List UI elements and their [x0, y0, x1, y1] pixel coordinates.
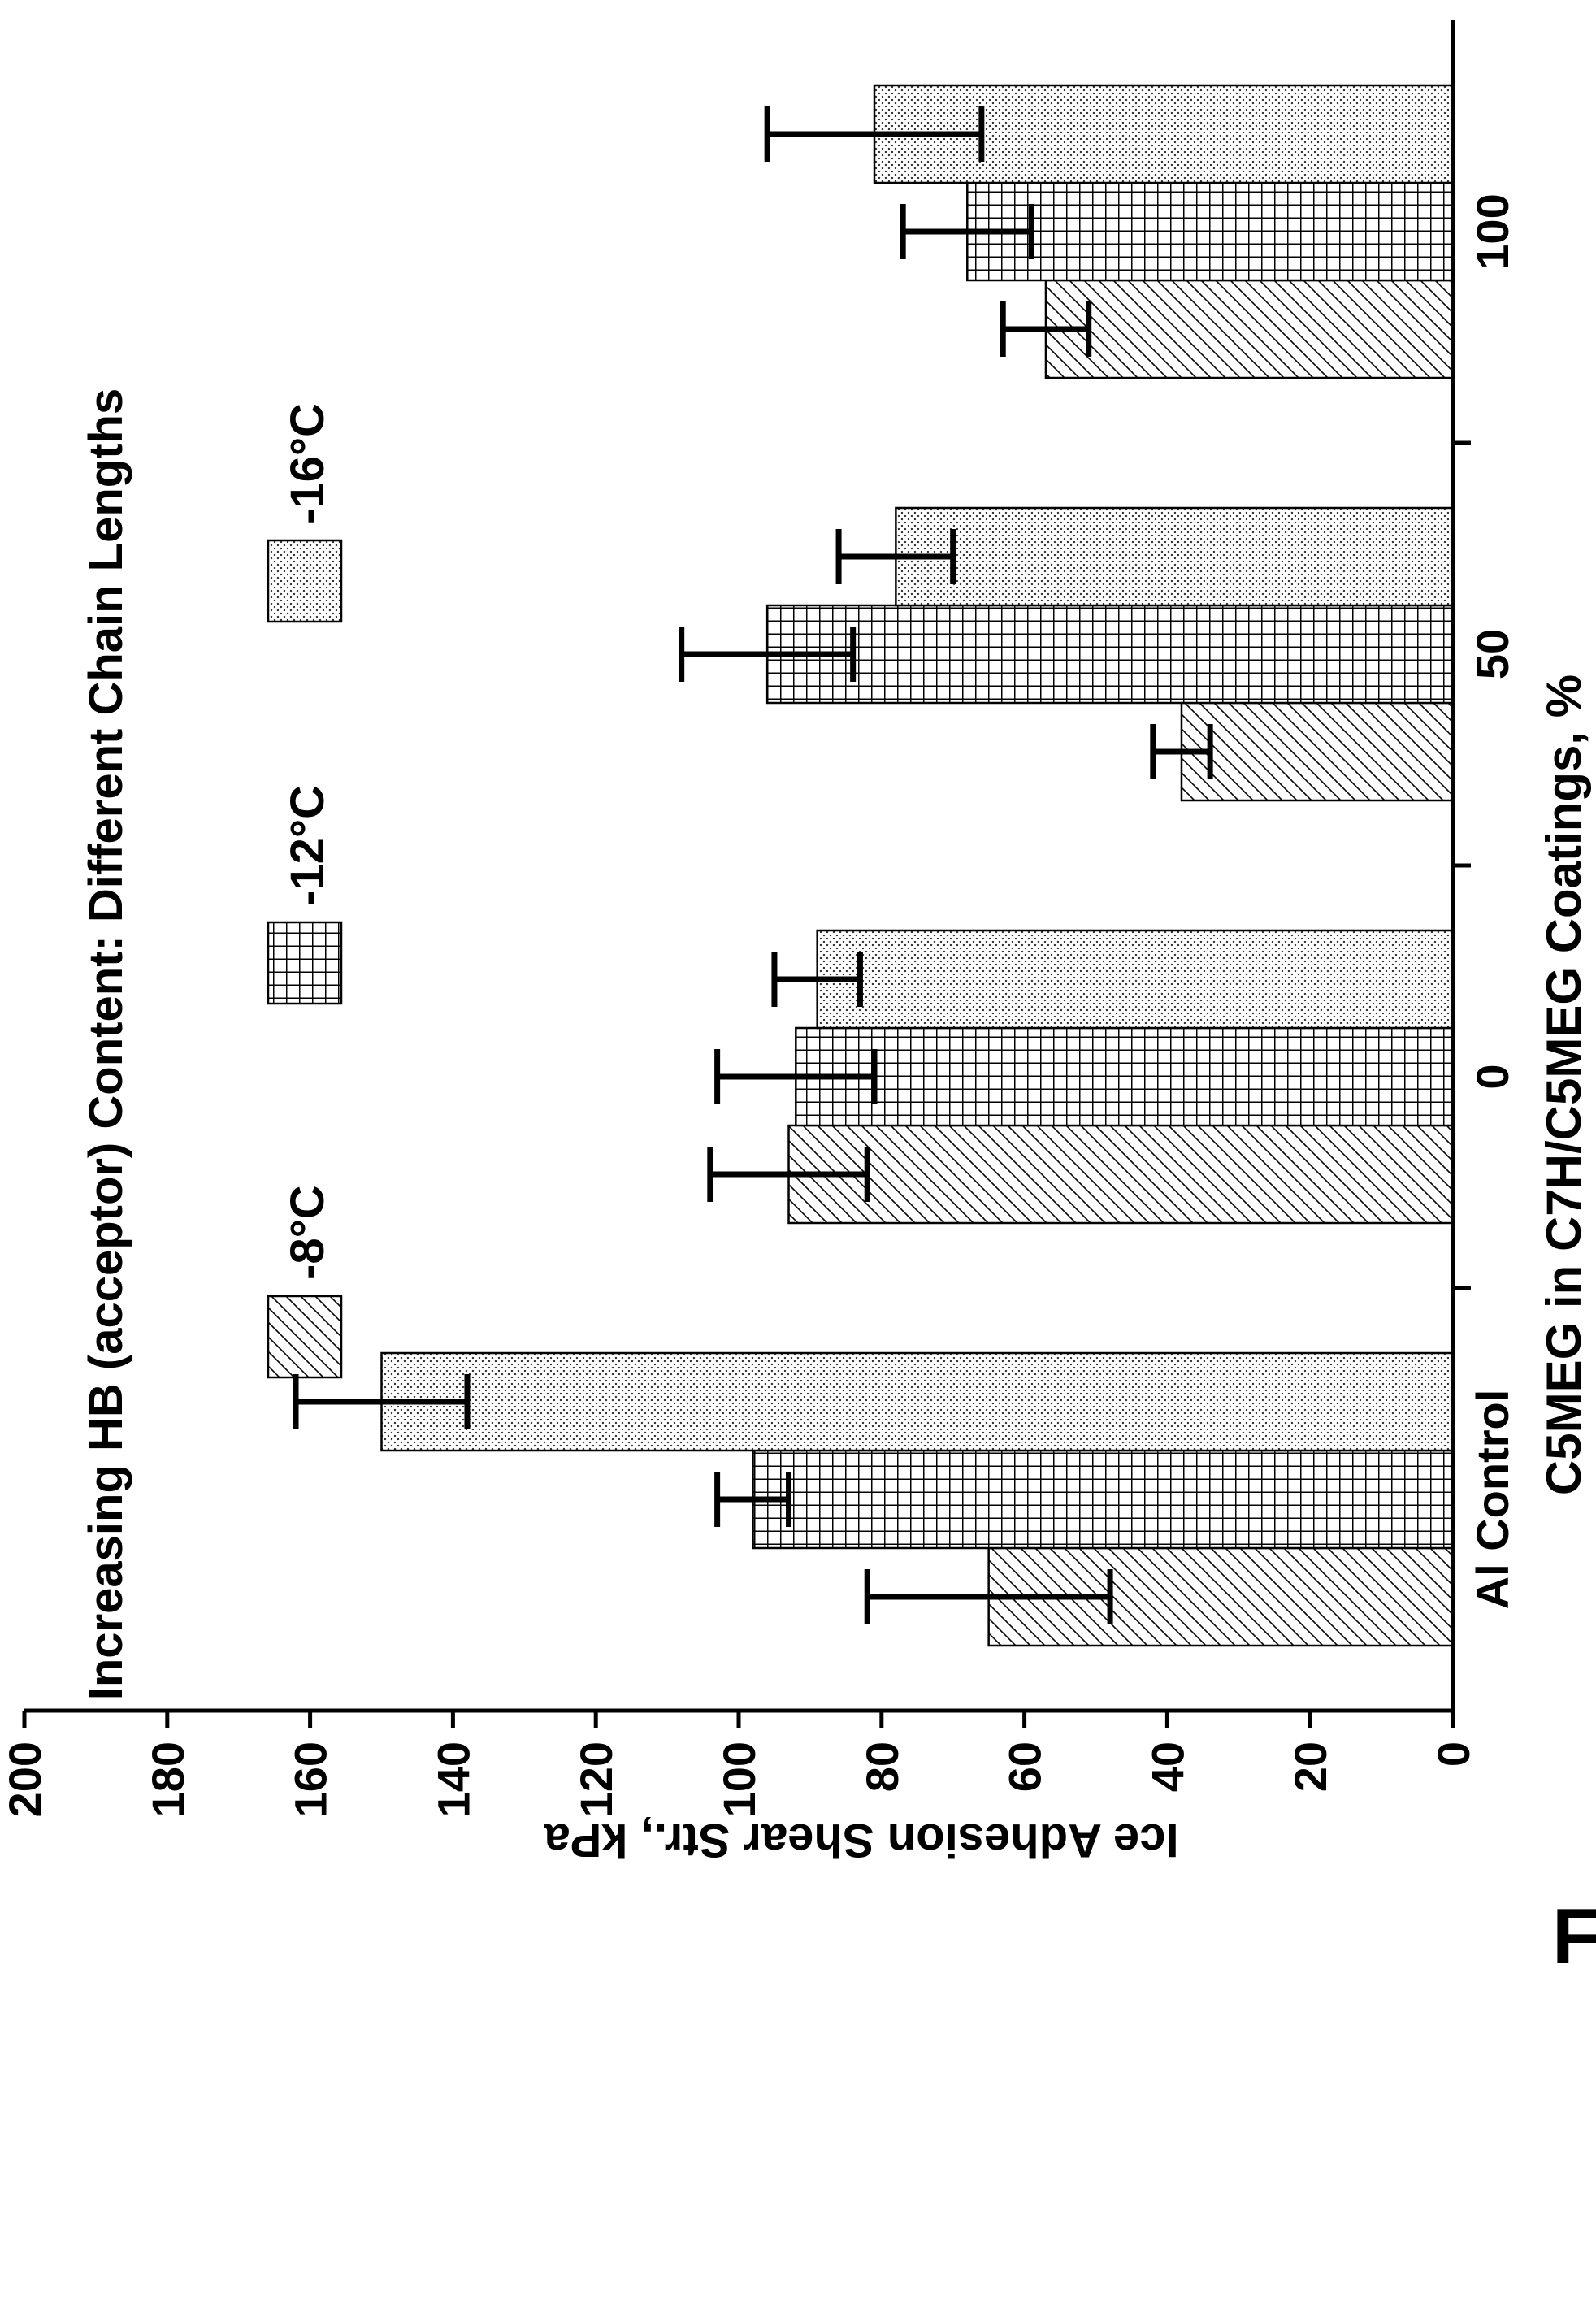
- y-tick-label: 100: [713, 1741, 765, 1817]
- legend-label: -12°C: [281, 785, 334, 906]
- bar: [752, 1449, 1455, 1550]
- x-axis-title: C5MEG in C7H/C5MEG Coatings, %: [1537, 674, 1591, 1495]
- bar: [966, 181, 1455, 282]
- y-tick-label: 160: [285, 1741, 336, 1817]
- legend-swatch: [267, 921, 343, 1005]
- y-tick-label: 200: [0, 1741, 50, 1817]
- y-tick-label: 180: [142, 1741, 193, 1817]
- bar: [1044, 279, 1455, 379]
- bar: [787, 1124, 1455, 1225]
- y-tick-label: 120: [570, 1741, 622, 1817]
- bar: [795, 1026, 1455, 1127]
- x-category-label: Al Control: [1467, 1390, 1518, 1610]
- legend-swatch: [267, 1295, 343, 1379]
- bar: [1180, 701, 1455, 802]
- y-tick-label: 40: [1142, 1741, 1193, 1792]
- bars-layer: [380, 84, 1455, 1647]
- bar: [895, 506, 1455, 607]
- y-tick-label: 80: [857, 1741, 908, 1792]
- bar: [816, 929, 1455, 1030]
- bar: [380, 1351, 1455, 1452]
- rotated-chart-group: Increasing HB (acceptor) Content: Differ…: [0, 20, 1596, 1980]
- x-category-label: 100: [1467, 193, 1518, 269]
- legend-swatch: [267, 539, 343, 623]
- y-tick-label: 60: [1000, 1741, 1051, 1792]
- x-axis-ticks: Al Control 0 50 100: [1453, 193, 1518, 1609]
- y-tick-label: 20: [1285, 1741, 1336, 1792]
- x-category-label: 50: [1467, 629, 1518, 679]
- y-tick-label: 140: [427, 1741, 479, 1817]
- figure-label: FIG. 14: [1552, 1893, 1596, 1980]
- legend: -8°C -12°C -16°C: [267, 403, 343, 1379]
- y-tick-label: 0: [1428, 1741, 1479, 1767]
- y-axis-ticks: 0 20 40 60 80 100 120 140 160 180 200: [0, 1711, 1479, 1817]
- legend-label: -16°C: [281, 403, 334, 524]
- bar: [765, 604, 1455, 705]
- error-bars-layer: [293, 106, 1213, 1624]
- x-category-label: 0: [1467, 1064, 1518, 1089]
- y-axis-title: Ice Adhesion Shear Str., kPa: [544, 1814, 1179, 1867]
- legend-label: -8°C: [281, 1185, 334, 1280]
- chart-title: Increasing HB (acceptor) Content: Differ…: [80, 388, 132, 1700]
